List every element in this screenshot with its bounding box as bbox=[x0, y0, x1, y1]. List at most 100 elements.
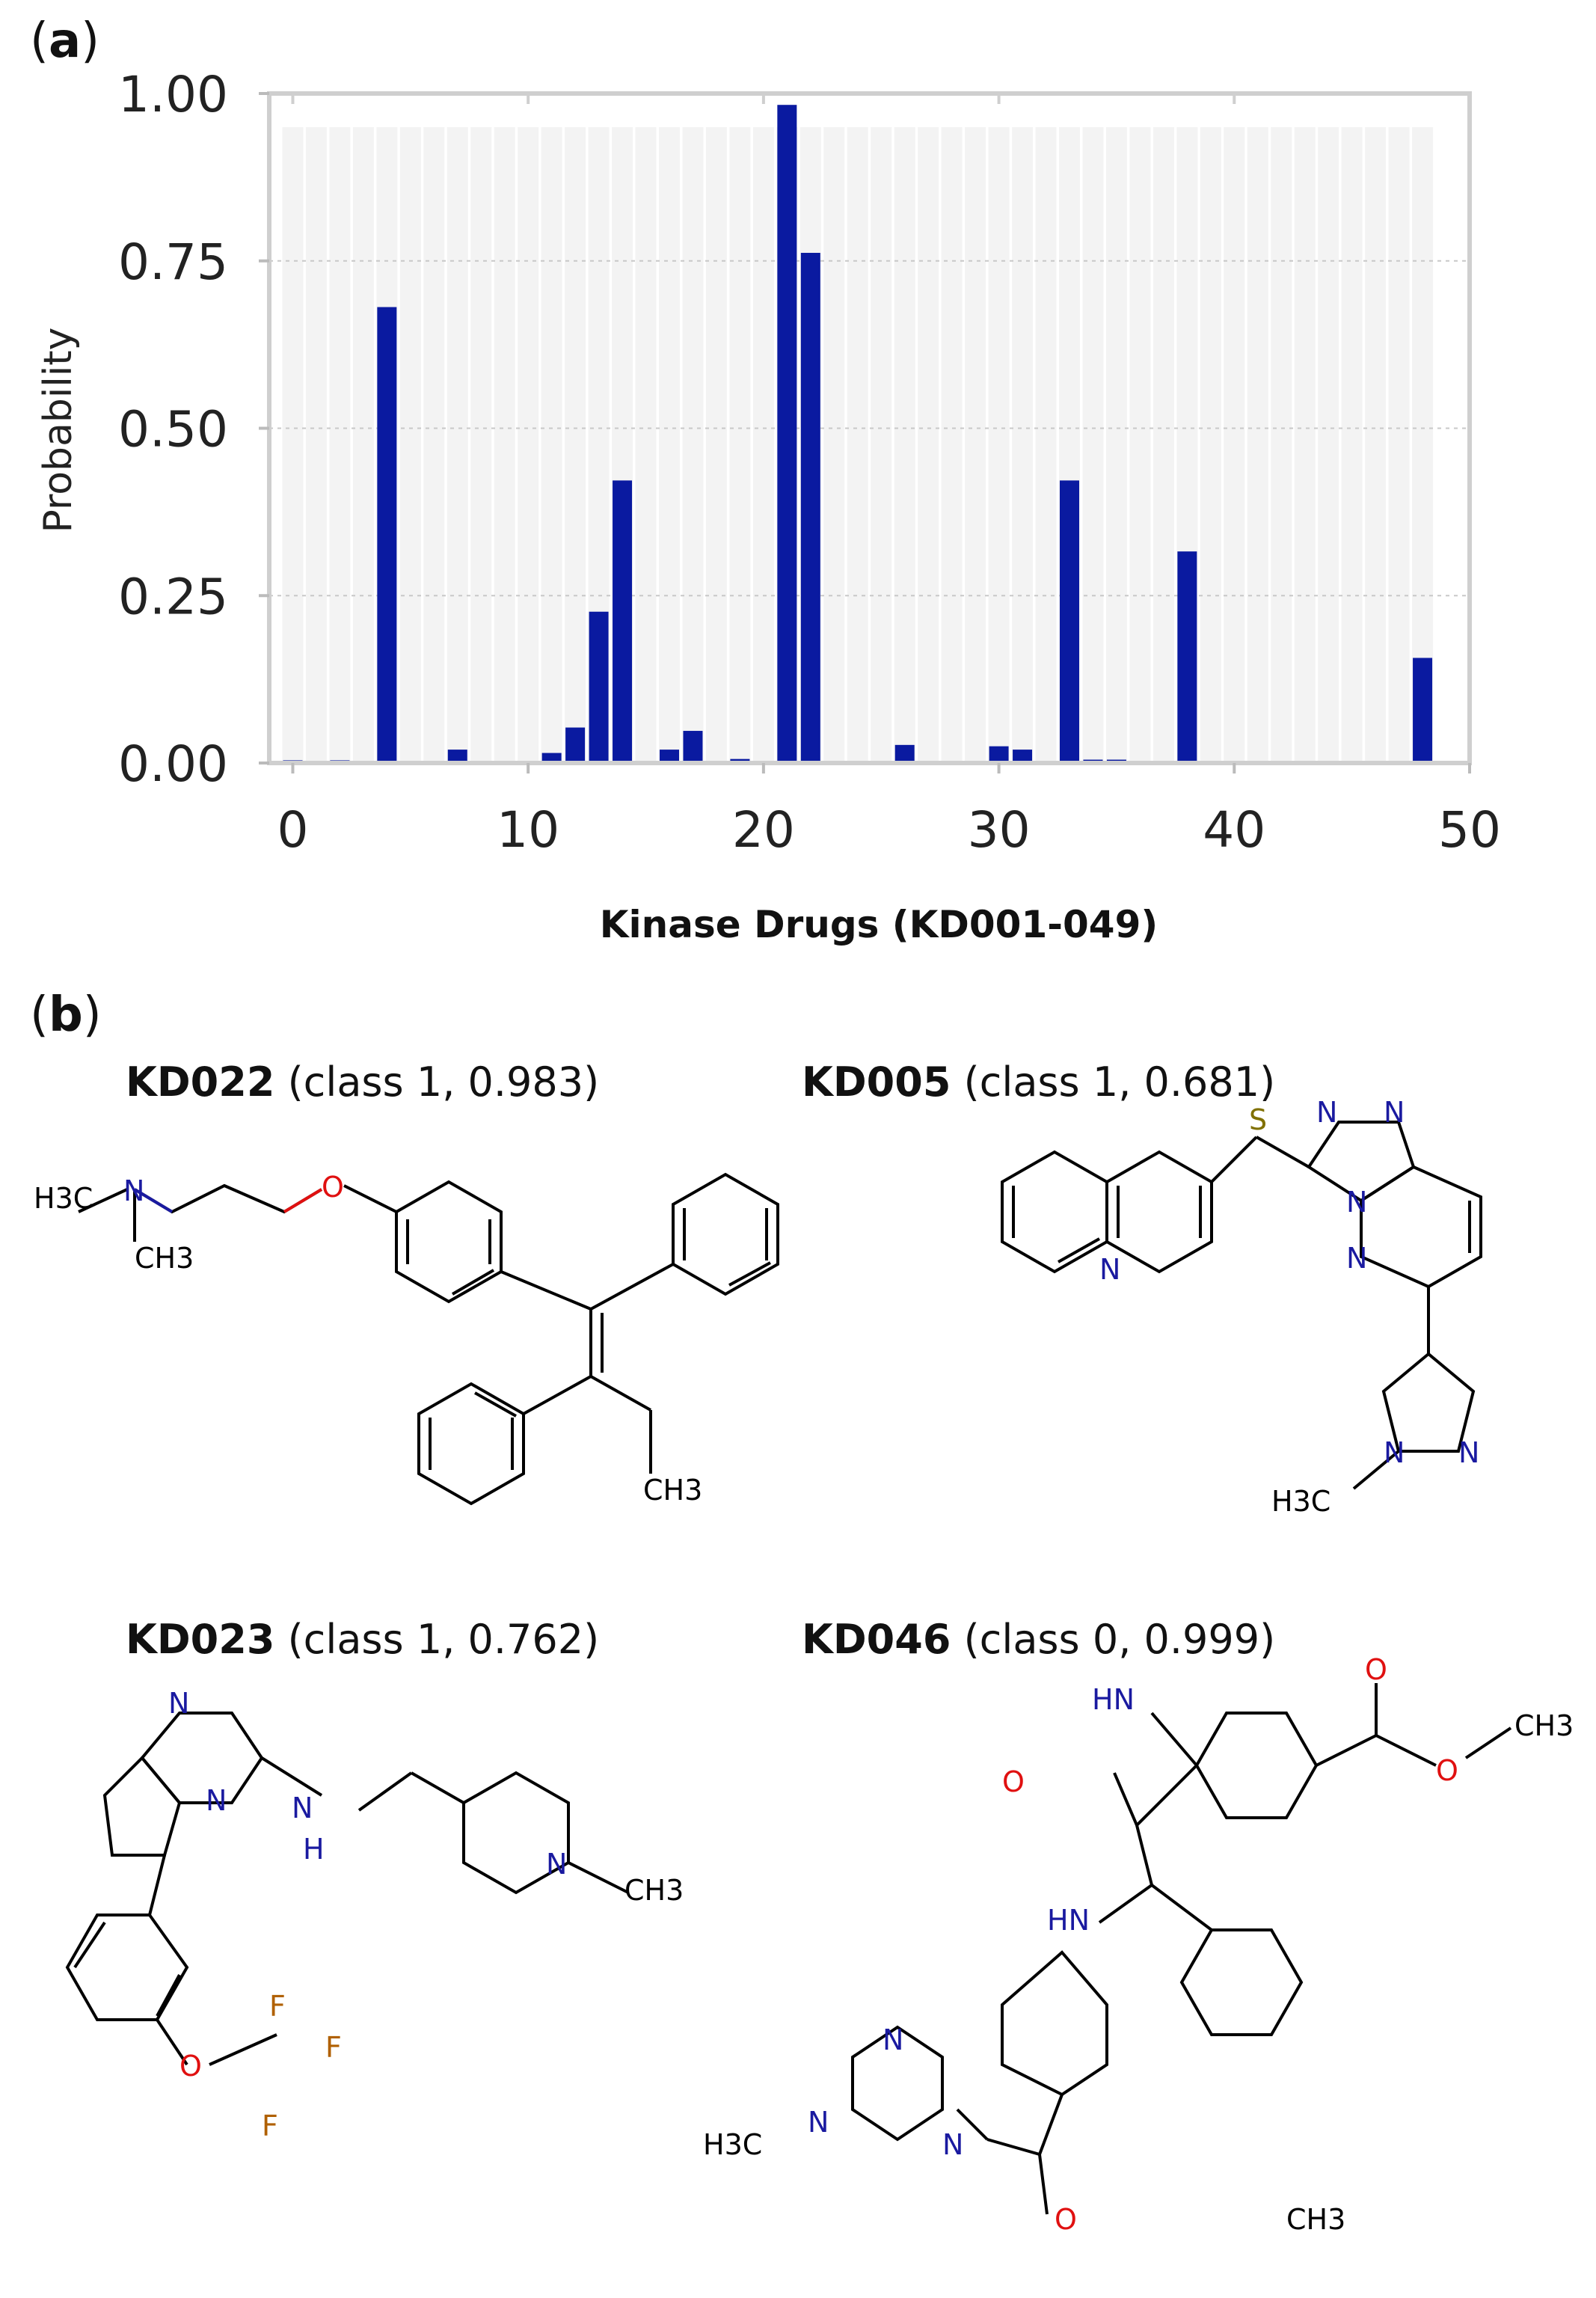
bar bbox=[683, 731, 703, 763]
category-band bbox=[965, 127, 986, 763]
category-band bbox=[682, 127, 704, 763]
category-band bbox=[659, 127, 680, 763]
category-band bbox=[1388, 127, 1410, 763]
bar bbox=[541, 753, 562, 763]
atom-ch3: CH3 bbox=[1286, 2203, 1345, 2236]
category-band bbox=[470, 127, 492, 763]
x-tick-label: 50 bbox=[1438, 801, 1501, 859]
category-band bbox=[1153, 127, 1174, 763]
category-band bbox=[752, 127, 774, 763]
category-band bbox=[565, 127, 586, 763]
bar-chart: 0 10 20 30 40 50 0.00 0.25 0.50 0.75 1.00 Kinase D… bbox=[36, 66, 1501, 946]
atom-n: N bbox=[292, 1792, 313, 1824]
category-band bbox=[541, 127, 562, 763]
category-band bbox=[1271, 127, 1292, 763]
x-tick-label: 20 bbox=[732, 801, 795, 859]
atom-n: N bbox=[942, 2128, 963, 2161]
category-band bbox=[635, 127, 657, 763]
category-band bbox=[871, 127, 892, 763]
category-band bbox=[729, 127, 751, 763]
x-tick-label: 10 bbox=[497, 801, 559, 859]
atom-ch3: CH3 bbox=[643, 1474, 702, 1507]
x-tick-label: 0 bbox=[277, 801, 308, 859]
x-axis-label: Kinase Drugs (KD001-049) bbox=[600, 903, 1158, 946]
category-band bbox=[1224, 127, 1245, 763]
category-band bbox=[1035, 127, 1057, 763]
category-band bbox=[1318, 127, 1339, 763]
y-tick-label: 0.25 bbox=[118, 568, 228, 625]
category-band bbox=[894, 127, 915, 763]
bar bbox=[447, 750, 467, 763]
atom-h: H bbox=[303, 1833, 325, 1866]
category-band bbox=[918, 127, 939, 763]
bar bbox=[565, 727, 586, 763]
atom-n: N bbox=[1346, 1242, 1367, 1275]
bar bbox=[377, 307, 397, 763]
atom-o: O bbox=[1055, 2203, 1077, 2236]
category-band bbox=[847, 127, 868, 763]
y-tick-label: 1.00 bbox=[118, 66, 228, 123]
category-band bbox=[1082, 127, 1104, 763]
atom-hn: HN bbox=[1092, 1683, 1135, 1716]
atom-f: F bbox=[262, 2109, 278, 2142]
category-band bbox=[1012, 127, 1034, 763]
atom-o: O bbox=[322, 1171, 344, 1204]
atom-n: N bbox=[1099, 1253, 1120, 1286]
bar bbox=[1013, 750, 1033, 763]
atom-n: N bbox=[1316, 1096, 1337, 1129]
bar bbox=[660, 750, 679, 763]
category-band bbox=[941, 127, 963, 763]
atom-n: N bbox=[546, 1848, 567, 1881]
atom-n: N bbox=[1458, 1436, 1479, 1469]
atom-o: O bbox=[1365, 1653, 1387, 1686]
atom-f: F bbox=[269, 1990, 286, 2023]
structure-kd022: H3C N CH3 O CH3 bbox=[34, 1171, 779, 1507]
panel-a-label: (a) bbox=[30, 13, 100, 69]
atom-n: N bbox=[808, 2106, 829, 2139]
category-band bbox=[305, 127, 327, 763]
category-band bbox=[446, 127, 468, 763]
bar bbox=[989, 746, 1009, 763]
atom-n: N bbox=[883, 2023, 903, 2056]
atom-ch3: CH3 bbox=[624, 1874, 684, 1907]
category-band bbox=[988, 127, 1010, 763]
category-band bbox=[1294, 127, 1316, 763]
category-band bbox=[329, 127, 351, 763]
category-band bbox=[352, 127, 374, 763]
structure-kd005: S N N N N N N N H3C bbox=[1001, 1096, 1482, 1518]
bar bbox=[613, 480, 633, 763]
mol-title-kd023: KD023 (class 1, 0.762) bbox=[126, 1616, 600, 1663]
category-band bbox=[823, 127, 845, 763]
y-tick-label: 0.00 bbox=[118, 735, 228, 793]
bar bbox=[589, 611, 609, 763]
atom-ch3: CH3 bbox=[1514, 1709, 1574, 1742]
atom-hn: HN bbox=[1047, 1904, 1090, 1937]
category-band bbox=[1247, 127, 1268, 763]
atom-n: N bbox=[206, 1784, 227, 1817]
atom-n: N bbox=[1384, 1436, 1405, 1469]
category-band bbox=[399, 127, 421, 763]
atom-n: N bbox=[1346, 1186, 1367, 1219]
bar bbox=[1177, 551, 1197, 763]
category-band bbox=[1105, 127, 1127, 763]
bar bbox=[800, 253, 820, 763]
atom-n: N bbox=[168, 1687, 189, 1720]
category-band bbox=[1412, 127, 1434, 763]
atom-o: O bbox=[1436, 1754, 1458, 1787]
bar bbox=[894, 744, 915, 763]
category-band bbox=[1365, 127, 1387, 763]
category-band bbox=[1200, 127, 1221, 763]
mol-title-kd046: KD046 (class 0, 0.999) bbox=[802, 1616, 1276, 1663]
atom-o: O bbox=[179, 2050, 202, 2083]
category-band bbox=[1341, 127, 1363, 763]
structure-kd023: N N N H N CH3 O F F F bbox=[65, 1687, 684, 2142]
atom-o: O bbox=[1002, 1765, 1025, 1798]
bar bbox=[1413, 658, 1433, 763]
category-band bbox=[518, 127, 539, 763]
atom-h3c: H3C bbox=[34, 1182, 93, 1215]
mol-title-kd005: KD005 (class 1, 0.681) bbox=[802, 1058, 1276, 1106]
atom-ch3: CH3 bbox=[135, 1242, 194, 1275]
category-band bbox=[705, 127, 727, 763]
category-band bbox=[494, 127, 515, 763]
y-tick-label: 0.75 bbox=[118, 233, 228, 291]
